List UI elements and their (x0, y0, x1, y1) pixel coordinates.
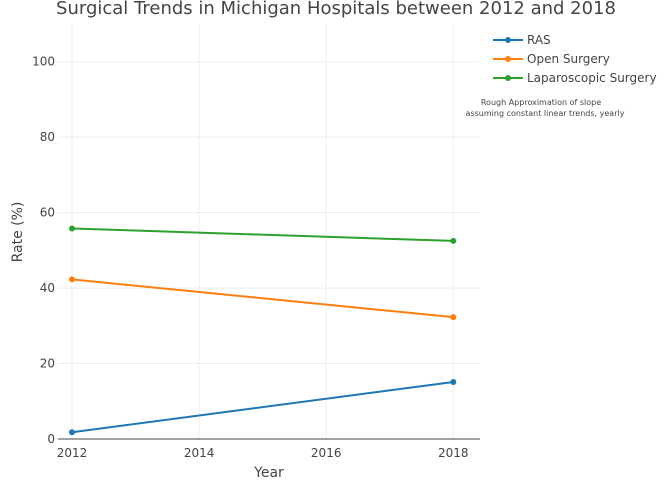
y-tick-label: 40 (40, 281, 55, 295)
annotation-line-1: Rough Approximation of slope (481, 98, 601, 107)
y-tick-label: 100 (32, 55, 55, 69)
data-point (68, 429, 75, 436)
axes: 2012 2014 2016 2018 0 20 40 60 80 100 (32, 55, 480, 460)
y-tick-label: 60 (40, 206, 55, 220)
y-tick-label: 80 (40, 130, 55, 144)
x-axis-title: Year (253, 465, 284, 480)
grid (58, 24, 480, 439)
plot-area (68, 225, 457, 436)
data-point (68, 225, 75, 232)
legend-label: RAS (527, 33, 551, 47)
y-tick-label: 0 (47, 432, 55, 446)
x-tick-label: 2016 (311, 446, 342, 460)
x-tick-label: 2012 (57, 446, 88, 460)
series-line-2 (71, 227, 454, 242)
data-point (450, 237, 457, 244)
data-point (450, 314, 457, 321)
legend-swatch-marker (505, 37, 511, 43)
legend-item[interactable]: Open Surgery (493, 52, 610, 66)
legend-swatch-marker (505, 56, 511, 62)
series-line-0 (71, 381, 454, 434)
annotation-line-2: assuming constant linear trends, yearly (466, 109, 625, 118)
y-axis-title: Rate (%) (10, 202, 26, 263)
legend-swatch-marker (505, 75, 511, 81)
series-line-1 (71, 278, 454, 319)
chart-title: Surgical Trends in Michigan Hospitals be… (56, 0, 616, 19)
legend-label: Laparoscopic Surgery (527, 71, 657, 85)
y-tick-label: 20 (40, 357, 55, 371)
legend[interactable]: RAS Open Surgery Laparoscopic Surgery (493, 33, 657, 85)
legend-item[interactable]: RAS (493, 33, 551, 47)
x-tick-label: 2018 (438, 446, 469, 460)
data-point (450, 379, 457, 386)
legend-item[interactable]: Laparoscopic Surgery (493, 71, 657, 85)
x-tick-label: 2014 (184, 446, 215, 460)
legend-label: Open Surgery (527, 52, 610, 66)
data-point (68, 276, 75, 283)
